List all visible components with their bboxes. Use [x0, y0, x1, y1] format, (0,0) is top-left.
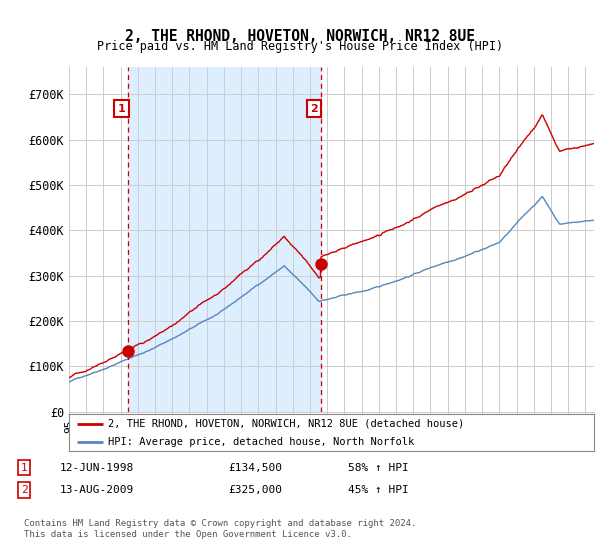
Text: £325,000: £325,000 [228, 485, 282, 495]
Text: 13-AUG-2009: 13-AUG-2009 [60, 485, 134, 495]
Text: 2: 2 [310, 104, 317, 114]
Text: 58% ↑ HPI: 58% ↑ HPI [348, 463, 409, 473]
Bar [128, 67, 320, 412]
Text: 2: 2 [20, 485, 28, 495]
Text: 12-JUN-1998: 12-JUN-1998 [60, 463, 134, 473]
Text: Contains HM Land Registry data © Crown copyright and database right 2024.
This d: Contains HM Land Registry data © Crown c… [24, 520, 416, 539]
Text: HPI: Average price, detached house, North Norfolk: HPI: Average price, detached house, Nort… [109, 437, 415, 447]
Text: Price paid vs. HM Land Registry's House Price Index (HPI): Price paid vs. HM Land Registry's House … [97, 40, 503, 53]
Text: 2, THE RHOND, HOVETON, NORWICH, NR12 8UE (detached house): 2, THE RHOND, HOVETON, NORWICH, NR12 8UE… [109, 418, 464, 428]
Text: 1: 1 [118, 104, 125, 114]
Text: 1: 1 [20, 463, 28, 473]
Text: 45% ↑ HPI: 45% ↑ HPI [348, 485, 409, 495]
Text: 2, THE RHOND, HOVETON, NORWICH, NR12 8UE: 2, THE RHOND, HOVETON, NORWICH, NR12 8UE [125, 29, 475, 44]
Text: £134,500: £134,500 [228, 463, 282, 473]
